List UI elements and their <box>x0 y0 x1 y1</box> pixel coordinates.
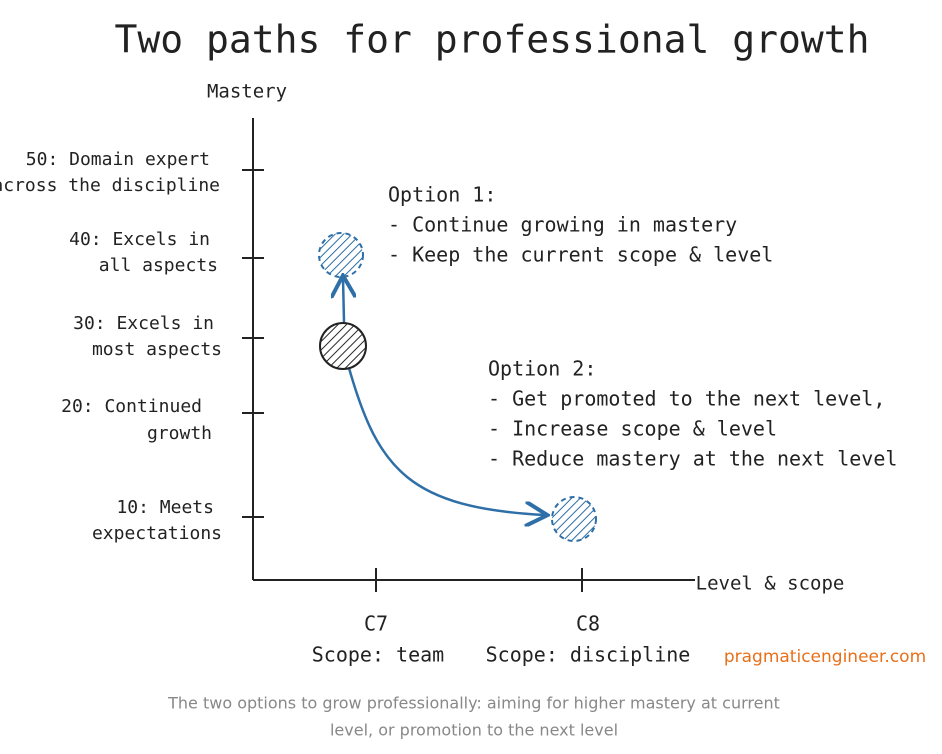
y-tick-label: expectations <box>92 523 222 544</box>
caption: The two options to grow professionally: … <box>167 694 780 713</box>
option-title: Option 1: <box>388 183 496 207</box>
x-axis-label: Level & scope <box>696 573 845 595</box>
watermark: pragmaticengineer.com <box>724 647 926 667</box>
option-item: - Get promoted to the next level, <box>488 387 885 411</box>
arrow-option-2 <box>347 367 545 515</box>
current-position <box>319 322 367 370</box>
option-item: - Reduce mastery at the next level <box>488 447 897 471</box>
y-tick-labels: 50: Domain expert across the discipline … <box>0 149 222 544</box>
option-item: - Continue growing in mastery <box>388 213 737 237</box>
y-tick-label: 10: Meets <box>116 497 214 518</box>
x-tick-labels: C7 Scope: team C8 Scope: discipline <box>312 612 691 667</box>
option-title: Option 2: <box>488 357 596 381</box>
y-tick-label: 20: Continued <box>61 396 202 417</box>
arrow-option-1 <box>343 278 344 323</box>
option-1-position <box>318 232 364 278</box>
option-1: Option 1: - Continue growing in mastery … <box>388 183 773 267</box>
caption: level, or promotion to the next level <box>330 721 618 740</box>
y-tick-label: across the discipline <box>0 175 220 196</box>
x-tick-label: C8 <box>576 612 600 636</box>
y-axis-label: Mastery <box>207 81 287 103</box>
y-tick-label: all aspects <box>99 255 218 276</box>
y-tick-label: most aspects <box>92 339 222 360</box>
x-tick-label: C7 <box>364 612 388 636</box>
option-2: Option 2: - Get promoted to the next lev… <box>488 357 897 471</box>
y-tick-label: 30: Excels in <box>73 313 214 334</box>
title: Two paths for professional growth <box>115 18 870 62</box>
x-tick-label: Scope: team <box>312 643 444 667</box>
y-tick-label: 40: Excels in <box>69 229 210 250</box>
option-2-position <box>551 496 597 542</box>
y-tick-label: 50: Domain expert <box>26 149 210 170</box>
y-tick-label: growth <box>147 423 212 444</box>
option-item: - Keep the current scope & level <box>388 243 773 267</box>
x-tick-label: Scope: discipline <box>486 643 691 667</box>
option-item: - Increase scope & level <box>488 417 777 441</box>
ticks <box>242 169 583 592</box>
